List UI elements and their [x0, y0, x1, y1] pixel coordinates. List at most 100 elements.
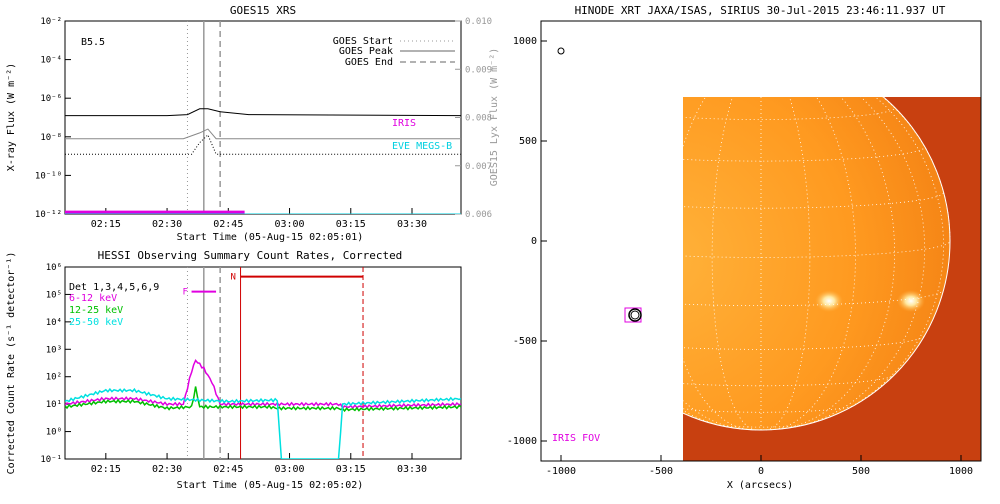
xrt-y-axis: -1000 -500 0 500 1000 — [507, 36, 547, 447]
goes-title: GOES15 XRS — [230, 4, 296, 17]
goes-panel: GOES15 XRS B5.5 X-ray Flux (W m⁻²) GOES1… — [6, 4, 500, 243]
hessi-legend-6-12: 6-12 keV — [69, 293, 117, 304]
hessi-x-tick-label: 03:00 — [274, 464, 304, 475]
goes-y-tick-label: 10⁻⁸ — [40, 133, 62, 143]
goes-y-axis: 10⁻¹² 10⁻¹⁰ 10⁻⁸ 10⁻⁶ 10⁻⁴ 10⁻² — [35, 17, 71, 220]
goes-x-tick-label: 03:30 — [397, 219, 427, 230]
hessi-title: HESSI Observing Summary Count Rates, Cor… — [98, 249, 403, 262]
hessi-legend-12-25: 12-25 keV — [69, 305, 123, 316]
xrt-xlabel: X (arcsecs) — [727, 480, 793, 491]
goes-x-tick-label: 03:00 — [274, 219, 304, 230]
hessi-x-tick-label: 03:15 — [336, 464, 366, 475]
hessi-y-tick-label: 10⁵ — [46, 290, 62, 300]
latitude-line — [683, 192, 944, 209]
xrt-x-tick-label: 1000 — [949, 466, 973, 477]
longitude-line — [826, 97, 945, 419]
goes-series-label-iris: IRIS — [392, 118, 416, 129]
latitude-line — [683, 375, 895, 387]
xrt-y-tick-label: -500 — [513, 336, 537, 347]
goes-y-tick-label: 10⁻¹² — [35, 210, 62, 220]
hessi-series-line-1 — [65, 386, 461, 413]
goes-flare-location — [628, 308, 642, 322]
hessi-y-axis: 10⁻¹ 10⁰ 10¹ 10² 10³ 10⁴ 10⁵ 10⁶ — [40, 263, 71, 465]
hessi-series-line-2 — [65, 387, 461, 459]
hessi-detector-label: Det 1,3,4,5,6,9 — [69, 282, 159, 293]
sun-limb — [571, 51, 951, 431]
hessi-x-axis: 02:15 02:30 02:45 03:00 03:15 03:30 — [91, 453, 427, 475]
goes-class-label: B5.5 — [81, 37, 105, 48]
goes-y-tick-label: 10⁻⁴ — [40, 56, 62, 66]
goes-y-tick-label: 10⁻¹⁰ — [35, 171, 62, 181]
active-region-1 — [897, 290, 925, 312]
xrt-x-tick-label: 0 — [758, 466, 764, 477]
xrt-y-tick-label: 500 — [519, 136, 537, 147]
hessi-ylabel: Corrected Count Rate (s⁻¹ detector⁻¹) — [6, 252, 17, 475]
latitude-line — [712, 59, 810, 63]
heliographic-grid — [667, 59, 951, 431]
hessi-markers: FN — [183, 273, 364, 298]
hessi-x-tick-label: 02:45 — [213, 464, 243, 475]
goes-y2-tick-label: 0.009 — [465, 65, 492, 75]
legend-goes-end-label: GOES End — [345, 57, 393, 68]
goes-series-line-2 — [65, 134, 461, 155]
goes-ylabel: X-ray Flux (W m⁻²) — [6, 63, 17, 171]
xrt-image — [571, 51, 981, 461]
hessi-series — [65, 358, 461, 459]
hessi-y-tick-label: 10⁶ — [46, 263, 62, 273]
goes-x-tick-label: 02:45 — [213, 219, 243, 230]
hessi-location-marker — [557, 47, 565, 55]
hessi-plot-frame — [64, 266, 462, 460]
goes-y-tick-label: 10⁻² — [40, 17, 62, 27]
legend-goes-start-label: GOES Start — [333, 36, 393, 47]
legend-goes-peak-label: GOES Peak — [339, 46, 393, 57]
xrt-x-tick-label: -1000 — [546, 466, 576, 477]
hessi-event-lines — [186, 267, 364, 459]
hessi-y-tick-label: 10⁻¹ — [40, 455, 62, 465]
hessi-xlabel: Start Time (05-Aug-15 02:05:02) — [177, 480, 364, 491]
goes-y2-tick-label: 0.007 — [465, 162, 492, 172]
goes-y2-tick-label: 0.008 — [465, 114, 492, 124]
goes-x-tick-label: 02:15 — [91, 219, 121, 230]
hessi-y-tick-label: 10⁰ — [46, 428, 62, 438]
goes-series-line-1 — [65, 128, 461, 140]
goes-event-lines — [186, 21, 221, 214]
hessi-panel: HESSI Observing Summary Count Rates, Cor… — [6, 249, 462, 491]
goes-x-tick-label: 03:15 — [336, 219, 366, 230]
xrt-x-tick-label: 500 — [852, 466, 870, 477]
goes-series-label-eve: EVE MEGS-B — [392, 141, 452, 152]
iris-fov-label: IRIS FOV — [552, 433, 600, 444]
sun-disk — [683, 97, 950, 430]
xrt-y-tick-label: 1000 — [513, 36, 537, 47]
longitude-line — [794, 97, 926, 428]
goes-series-line-0 — [65, 108, 461, 117]
xrt-x-axis: -1000 -500 0 500 1000 — [546, 455, 973, 477]
hessi-x-tick-label: 02:30 — [152, 464, 182, 475]
goes-y2-tick-label: 0.006 — [465, 210, 492, 220]
latitude-line — [667, 78, 856, 86]
hessi-night-marker-label: N — [231, 273, 236, 283]
xrt-panel: HINODE XRT JAXA/ISAS, SIRIUS 30-Jul-2015… — [507, 4, 982, 491]
goes-y-tick-label: 10⁻⁶ — [40, 94, 62, 104]
hessi-legend-25-50: 25-50 keV — [69, 317, 123, 328]
hessi-x-tick-label: 03:30 — [397, 464, 427, 475]
goes-xlabel: Start Time (05-Aug-15 02:05:01) — [177, 232, 364, 243]
hessi-y-tick-label: 10³ — [46, 345, 62, 355]
goes-flare-location-inner — [630, 310, 640, 320]
active-region-0 — [815, 290, 843, 312]
xrt-y-tick-label: 0 — [531, 236, 537, 247]
hessi-y-tick-label: 10² — [46, 373, 62, 383]
goes-legend: GOES Start GOES Peak GOES End — [333, 36, 455, 68]
hessi-y-tick-label: 10¹ — [46, 400, 62, 410]
goes-y2-axis: 0.006 0.007 0.008 0.009 0.010 — [455, 17, 492, 220]
latitude-line — [683, 335, 925, 350]
goes-y2-tick-label: 0.010 — [465, 17, 492, 27]
hessi-x-tick-label: 02:15 — [91, 464, 121, 475]
hessi-y-tick-label: 10⁴ — [46, 318, 62, 328]
xrt-title: HINODE XRT JAXA/ISAS, SIRIUS 30-Jul-2015… — [575, 4, 946, 17]
xrt-y-tick-label: -1000 — [507, 436, 537, 447]
xrt-x-tick-label: -500 — [649, 466, 673, 477]
xrt-overlays — [557, 47, 642, 323]
goes-y2label: GOES15 Lyx Flux (W m⁻²) — [489, 48, 500, 186]
goes-x-tick-label: 02:30 — [152, 219, 182, 230]
